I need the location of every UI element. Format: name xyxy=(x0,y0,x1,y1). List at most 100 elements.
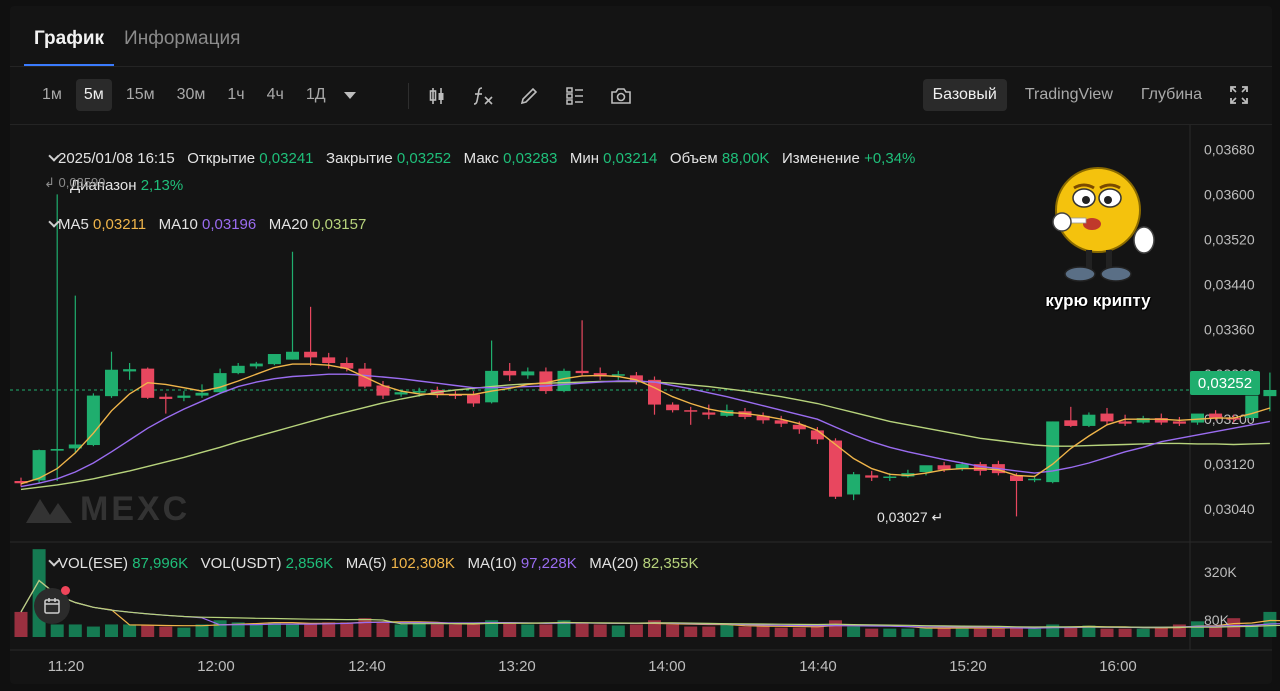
volume-bar xyxy=(629,624,643,637)
volume-bar xyxy=(1082,625,1096,637)
interval-dropdown-icon[interactable] xyxy=(343,91,356,99)
x-tick-label: 15:20 xyxy=(949,658,987,675)
interval-30m[interactable]: 30м xyxy=(176,86,206,103)
layout-icon[interactable] xyxy=(560,81,590,111)
max-price-value: 0,03599 xyxy=(58,175,106,190)
x-tick-label: 16:00 xyxy=(1099,658,1137,675)
chart-toolbar: 1м 5м 15м 30м 1ч 4ч 1Д Базовый TradingVi… xyxy=(10,67,1272,125)
x-tick-label: 14:00 xyxy=(648,658,686,675)
open-value: 0,03241 xyxy=(259,150,314,167)
ma20-value: 0,03157 xyxy=(312,216,367,233)
x-tick-label: 14:40 xyxy=(799,658,837,675)
candle-body xyxy=(756,415,770,421)
volume-value: 88,00K xyxy=(721,150,770,167)
volume-bar xyxy=(14,611,28,637)
candle-body xyxy=(412,391,426,393)
candle-body xyxy=(937,465,951,470)
candle-body xyxy=(286,351,299,360)
view-basic[interactable]: Базовый xyxy=(922,79,1007,111)
volume-bar xyxy=(1010,626,1023,637)
vol-ma5-value: 102,308K xyxy=(390,555,455,572)
candle-body xyxy=(267,354,281,365)
min-price-marker: 0,03027 ↵ xyxy=(877,509,944,525)
volume-bar xyxy=(792,627,806,637)
volume-bar xyxy=(521,624,535,637)
volume-bar xyxy=(684,626,698,637)
volume-bar xyxy=(249,623,263,637)
volume-bar xyxy=(286,624,299,637)
volume-bar xyxy=(593,624,607,637)
candle-body xyxy=(68,444,82,449)
ma10-line xyxy=(20,373,1271,488)
candle-body xyxy=(847,474,861,495)
volume-bar xyxy=(919,627,933,637)
volume-bar xyxy=(937,627,951,637)
volume-bar xyxy=(267,622,281,637)
ohlc-row: 2025/01/08 16:15 Открытие 0,03241 Закрыт… xyxy=(46,150,915,167)
volume-bar xyxy=(756,626,770,637)
volume-bar xyxy=(1100,628,1114,637)
volume-bar xyxy=(159,626,173,637)
volume-bar xyxy=(774,627,788,637)
volume-bar xyxy=(847,626,861,637)
smoking-emoji-sticker xyxy=(1052,167,1155,282)
ma5-label: MA5 xyxy=(58,216,89,233)
candle-body xyxy=(865,475,879,478)
range-label: Диапазон xyxy=(70,177,137,194)
calendar-icon xyxy=(44,598,60,614)
volume-bar xyxy=(86,626,100,637)
volume-bar xyxy=(195,624,209,637)
volume-bar xyxy=(50,624,64,637)
y-tick-label: 0,03120 xyxy=(1204,456,1255,472)
tab-chart[interactable]: График xyxy=(24,22,115,67)
volume-bar xyxy=(340,622,354,637)
x-tick-label: 12:40 xyxy=(348,658,386,675)
interval-1h[interactable]: 1ч xyxy=(227,86,245,103)
volume-bar xyxy=(865,628,879,637)
candle-body xyxy=(1064,420,1078,426)
volume-tick-320k: 320K xyxy=(1204,564,1237,580)
candle-body xyxy=(702,412,716,415)
volume-bar xyxy=(177,627,191,637)
volume-bar xyxy=(901,628,915,637)
candle-body xyxy=(1172,421,1186,424)
candle-body xyxy=(829,440,842,497)
candlestick-icon[interactable] xyxy=(422,81,452,111)
interval-1m[interactable]: 1м xyxy=(42,86,62,103)
volume-bar xyxy=(412,622,426,637)
candle-body xyxy=(1136,418,1150,423)
view-depth[interactable]: Глубина xyxy=(1140,86,1202,103)
calendar-button[interactable] xyxy=(34,586,70,624)
fullscreen-icon[interactable] xyxy=(1226,82,1252,108)
sticker-caption: курю крипту xyxy=(1045,291,1151,310)
volume-bar xyxy=(1028,628,1042,637)
interval-1d[interactable]: 1Д xyxy=(305,86,326,103)
pencil-icon[interactable] xyxy=(514,81,544,111)
candle-body xyxy=(213,373,227,393)
vol-usdt-value: 2,856K xyxy=(285,555,334,572)
interval-15m[interactable]: 15м xyxy=(125,86,155,103)
volume-bar xyxy=(358,618,372,637)
volume-bar xyxy=(503,622,517,637)
volume-info-row: VOL(ESE) 87,996K VOL(USDT) 2,856K MA(5) … xyxy=(46,555,698,572)
volume-bar xyxy=(123,624,137,637)
volume-bar xyxy=(575,622,589,637)
candle-body xyxy=(1082,414,1096,426)
view-tradingview[interactable]: TradingView xyxy=(1024,86,1113,103)
ma-row: MA5 0,03211 MA10 0,03196 MA20 0,03157 xyxy=(46,216,366,233)
candle-body xyxy=(1227,418,1241,420)
watermark-text: MEXC xyxy=(80,490,191,528)
interval-5m[interactable]: 5м xyxy=(75,79,112,111)
tab-info[interactable]: Информация xyxy=(124,28,241,49)
volume-bar xyxy=(973,628,987,637)
camera-icon[interactable] xyxy=(606,81,636,111)
interval-4h[interactable]: 4ч xyxy=(266,86,284,103)
vol-ma5-label: MA(5) xyxy=(345,555,387,572)
volume-ma20-line xyxy=(20,579,1280,628)
candle-body xyxy=(249,363,263,367)
function-icon[interactable] xyxy=(468,81,498,111)
low-value: 0,03214 xyxy=(603,150,658,167)
volume-bar xyxy=(991,628,1005,637)
candle-body xyxy=(1263,389,1277,397)
